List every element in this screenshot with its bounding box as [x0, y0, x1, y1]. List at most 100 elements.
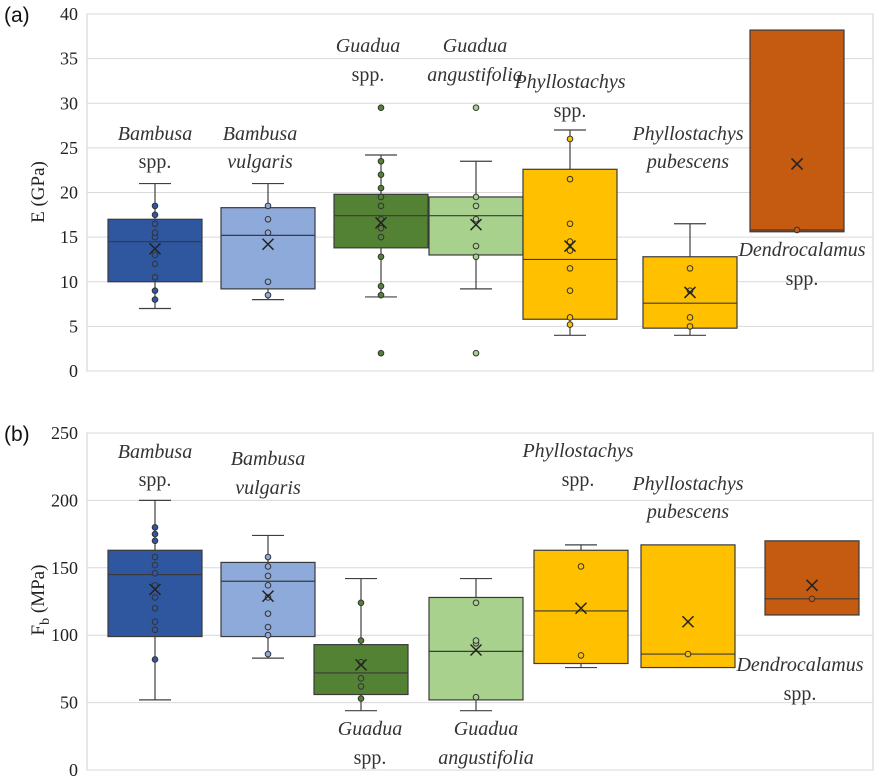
box-1 — [107, 218, 203, 283]
species-label-epithet: spp. — [139, 469, 172, 491]
data-point — [151, 604, 159, 612]
data-point — [264, 582, 272, 589]
data-point — [264, 610, 272, 617]
y-tick-label: 20 — [60, 183, 78, 203]
data-point — [357, 675, 365, 682]
panel-label: (a) — [4, 4, 30, 27]
mean-marker — [563, 240, 577, 253]
mean-marker — [805, 579, 819, 592]
data-point — [357, 599, 365, 607]
data-point — [151, 530, 159, 538]
data-point — [472, 349, 480, 357]
species-label-epithet: angustifolia — [427, 64, 523, 86]
data-point — [377, 224, 385, 232]
data-point — [377, 282, 385, 290]
species-label-genus: Phyllostachys — [513, 71, 625, 93]
mean-marker — [681, 615, 695, 628]
data-point — [151, 656, 159, 663]
data-point — [377, 253, 385, 261]
data-point — [377, 171, 385, 178]
data-point — [151, 211, 159, 219]
species-label-genus: Guadua — [454, 718, 518, 740]
mean-marker — [469, 643, 483, 657]
data-point — [377, 193, 385, 201]
data-point — [566, 321, 574, 328]
mean-marker — [374, 216, 388, 229]
species-label-genus: Phyllostachys — [521, 440, 633, 462]
y-tick-label: 50 — [60, 693, 78, 713]
y-tick-label: 15 — [60, 227, 78, 247]
data-point — [151, 618, 159, 626]
species-label-epithet: pubescens — [645, 151, 729, 173]
species-label-genus: Phyllostachys — [631, 123, 743, 145]
y-tick-label: 35 — [60, 49, 78, 69]
data-point — [151, 273, 159, 281]
data-point — [472, 637, 480, 644]
mean-marker — [469, 218, 483, 231]
data-point — [151, 626, 159, 634]
data-point — [793, 226, 801, 234]
data-point — [472, 599, 480, 607]
box-7 — [764, 540, 860, 616]
data-point — [264, 291, 272, 299]
species-label-genus: Guadua — [336, 35, 400, 57]
panel-label: (b) — [4, 423, 30, 446]
y-tick-label: 200 — [51, 490, 78, 510]
data-point — [566, 220, 574, 228]
species-label-genus: Bambusa — [231, 448, 305, 470]
data-point — [151, 582, 159, 589]
y-tick-label: 100 — [51, 625, 78, 645]
data-point — [566, 238, 574, 245]
y-tick-label: 40 — [60, 4, 78, 24]
y-axis-label-main: F — [28, 625, 49, 636]
data-point — [686, 265, 694, 272]
species-label-epithet: angustifolia — [438, 747, 534, 769]
data-point — [151, 569, 159, 577]
data-point — [264, 623, 272, 631]
data-point — [377, 104, 385, 112]
species-label-epithet: spp. — [562, 469, 595, 491]
species-label-genus: Dendrocalamus — [735, 654, 863, 676]
data-point — [264, 563, 272, 570]
species-label-epithet: vulgaris — [227, 151, 293, 173]
data-point — [377, 157, 385, 165]
species-label-genus: Dendrocalamus — [737, 239, 865, 261]
species-label-epithet: pubescens — [645, 501, 729, 523]
data-point — [151, 260, 159, 268]
data-point — [151, 553, 159, 561]
data-point — [566, 175, 574, 183]
y-tick-label: 30 — [60, 93, 78, 113]
data-point — [151, 524, 159, 531]
mean-marker — [148, 242, 162, 255]
data-point — [472, 253, 480, 261]
mean-marker — [261, 590, 275, 603]
species-label-genus: Bambusa — [118, 123, 192, 145]
data-point — [472, 193, 480, 201]
species-label-genus: Bambusa — [223, 123, 297, 145]
data-point — [357, 637, 365, 644]
species-label-genus: Guadua — [443, 35, 507, 57]
data-point — [151, 296, 159, 303]
data-point — [357, 683, 365, 690]
box-4 — [428, 596, 524, 701]
mean-marker — [261, 238, 275, 251]
mean-marker — [574, 602, 588, 615]
data-point — [264, 229, 272, 236]
data-point — [151, 202, 159, 210]
y-tick-label: 250 — [51, 423, 78, 443]
mean-marker — [683, 286, 697, 299]
data-point — [264, 553, 272, 561]
data-point — [264, 202, 272, 210]
mean-marker — [148, 583, 162, 596]
species-label-epithet: spp. — [354, 747, 387, 769]
data-point — [264, 594, 272, 601]
data-point — [566, 135, 574, 143]
species-label-genus: Bambusa — [118, 441, 192, 463]
data-point — [566, 287, 574, 294]
data-point — [151, 251, 159, 259]
data-point — [264, 215, 272, 223]
data-point — [808, 595, 816, 603]
data-point — [151, 220, 159, 228]
data-point — [472, 104, 480, 112]
